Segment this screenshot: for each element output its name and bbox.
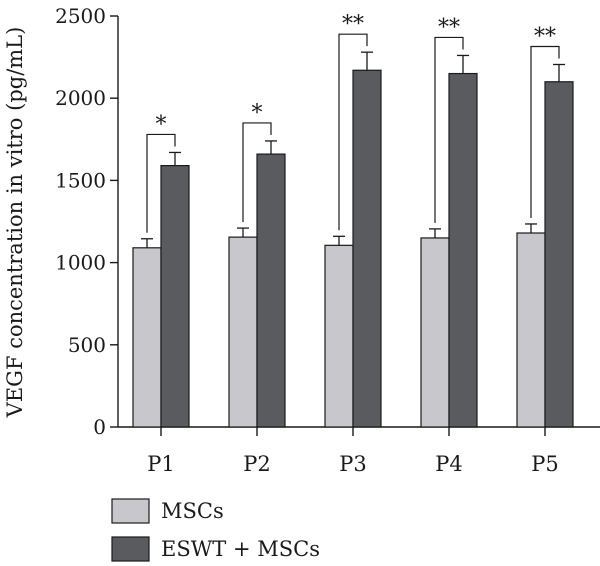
bar <box>544 81 574 428</box>
bar <box>448 72 478 428</box>
bar <box>160 165 190 428</box>
x-tick-label: P3 <box>339 452 367 476</box>
y-tick-label: 1000 <box>55 251 106 275</box>
y-tick-label: 500 <box>68 333 106 357</box>
bar <box>132 247 162 428</box>
bar <box>324 244 354 428</box>
x-axis: P1 P2 P3 P4 P5 <box>118 426 600 476</box>
legend-swatch <box>111 536 150 562</box>
y-tick-label: 2500 <box>55 4 106 28</box>
legend-label: MSCs <box>161 499 224 523</box>
significance-bracket <box>146 133 176 233</box>
legend-label: ESWT + MSCs <box>161 537 320 561</box>
significance-bracket <box>242 122 272 223</box>
y-axis: 0 500 1000 1500 2000 2500 <box>55 4 119 439</box>
y-tick-label: 1500 <box>55 168 106 192</box>
significance-label: ** <box>534 24 556 49</box>
legend: MSCs ESWT + MSCs <box>111 498 320 562</box>
bar <box>352 69 382 428</box>
significance-label: * <box>252 101 263 126</box>
significance-bracket <box>530 45 560 218</box>
x-tick-label: P2 <box>243 452 271 476</box>
y-axis-title: VEGF concentration in vitro (pg/mL) <box>3 27 27 419</box>
bar <box>256 153 286 428</box>
x-tick-label: P5 <box>531 452 559 476</box>
x-tick-label: P1 <box>147 452 175 476</box>
bar <box>420 237 450 428</box>
significance-bracket <box>434 36 464 223</box>
significance-label: * <box>156 112 167 137</box>
significance-bracket <box>338 33 368 231</box>
bar <box>516 232 546 428</box>
significance-label: ** <box>342 12 364 37</box>
significance-label: ** <box>438 15 460 40</box>
bars <box>132 51 574 428</box>
y-tick-label: 2000 <box>55 86 106 110</box>
significance-markers: * *** ** ** <box>146 12 560 233</box>
y-tick-label: 0 <box>93 415 106 439</box>
legend-swatch <box>111 498 150 524</box>
bar <box>228 236 258 428</box>
x-tick-label: P4 <box>435 452 463 476</box>
